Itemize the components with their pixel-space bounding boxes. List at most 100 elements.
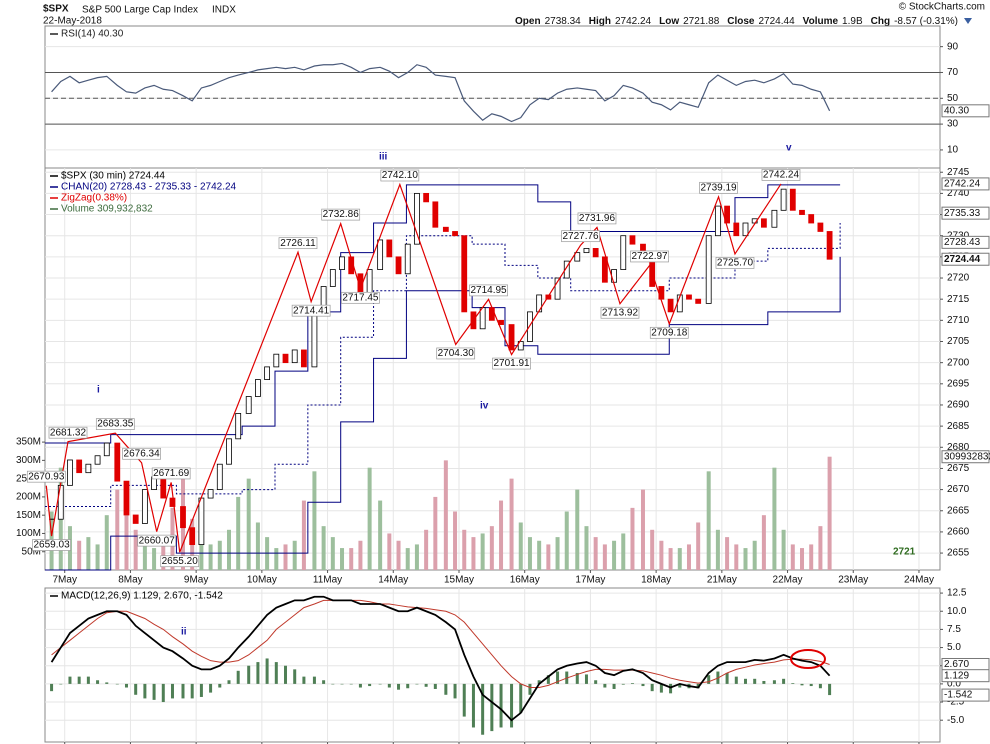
candle [452,231,458,237]
legend-label: $SPX (30 min) 2724.44 [61,171,165,182]
volume-bar [142,544,147,570]
candle [488,307,495,321]
volume-bar [499,500,504,570]
label-box [715,257,755,269]
candle [311,311,318,368]
volume-bar [734,544,739,570]
histogram-bar [734,676,738,684]
histogram-bar [499,683,503,728]
instrument-name: S&P 500 Large Cap Index [82,5,198,16]
histogram-bar [190,683,194,699]
volume-bar [217,540,222,570]
zigzag-label: 2701.91 [493,358,530,369]
volume-bar [686,544,691,570]
histogram-bar [481,683,485,735]
value-tag [941,206,990,220]
histogram-bar [519,683,523,713]
quote-label: Volume [803,16,839,27]
volume-bar [602,544,607,570]
volume-bar [330,537,335,570]
dropdown-icon[interactable] [964,18,972,24]
label-box [278,237,318,250]
histogram-bar [415,683,419,685]
volume-bar [283,544,288,570]
x-tick-label: 8May [118,575,142,586]
y-tick-label: 2720 [947,273,970,284]
volume-bar [509,478,514,570]
candle [235,413,242,440]
volume-bar [809,544,814,570]
x-tick-label: 23May [838,575,868,586]
y-tick-label: 2705 [947,336,970,347]
macd-line [50,595,831,722]
value-tag [941,235,990,249]
y-tick-label: 2695 [947,378,970,389]
legend-label: RSI(14) 40.30 [61,29,124,40]
volume-bar [312,471,317,570]
histogram-bar [227,680,231,684]
histogram-bar [331,683,335,685]
candle [76,459,83,474]
histogram-bar [791,683,795,684]
candle [198,497,205,546]
volume-bar [124,515,129,570]
histogram-bar [358,683,362,688]
volume-bar [489,526,494,570]
candle [508,324,515,351]
volume-bar [349,548,354,570]
x-tick-label: 11May [313,575,342,586]
candle [67,459,73,486]
signal-line [51,599,830,689]
volume-bar [668,548,673,570]
histogram-bar [181,683,185,699]
histogram-bar [659,683,663,693]
volume-bar [95,544,100,570]
candle [583,247,590,254]
candle [377,239,384,270]
zigzag-label: 2704.30 [438,348,475,359]
wave-label: i [97,385,100,396]
candle [705,235,712,304]
quote-value: -8.57 (-0.31%) [894,16,958,27]
candle [724,205,730,224]
volume-bar [367,467,372,570]
volume-bar [274,548,279,570]
candle [132,514,139,524]
histogram-bar [809,683,813,687]
volume-bar [772,467,777,570]
volume-bar [584,526,589,570]
y-tick-label: 10.0 [947,606,967,617]
quote-label: Chg [871,16,890,27]
volume-bar [575,489,580,570]
histogram-bar [256,662,260,684]
histogram-bar [630,683,634,684]
zigzag-label: 2681.32 [50,427,87,438]
value-tag-label: 2728.43 [944,237,981,248]
candle [329,269,336,287]
volume-bar [706,471,711,570]
quote-label: High [589,16,611,27]
y-tick-label: 30 [947,119,959,130]
candle [808,214,815,224]
volume-bar [301,500,306,570]
label-box [160,555,200,568]
rsi-line [51,62,831,123]
candle [207,489,214,499]
value-tag-label: 2735.33 [944,208,981,219]
value-tag-label: 2742.24 [944,179,981,190]
histogram-bar [274,662,278,684]
symbol: $SPX [43,4,69,15]
y-tick-label: 0.0 [947,679,961,690]
y-tick-label: -5.0 [947,715,965,726]
y-tick-label: 2685 [947,421,970,432]
zigzag-label: 2742.10 [382,170,419,181]
x-tick-label: 16May [510,575,540,586]
histogram-bar [105,682,109,684]
y-tick-label: 2730 [947,230,970,241]
legend-label: ZigZag(0.38%) [61,193,127,204]
volume-bar [414,544,419,570]
y-tick-label: 2745 [947,167,970,178]
quote-value: 2721.88 [683,16,720,27]
histogram-bar [68,676,72,684]
